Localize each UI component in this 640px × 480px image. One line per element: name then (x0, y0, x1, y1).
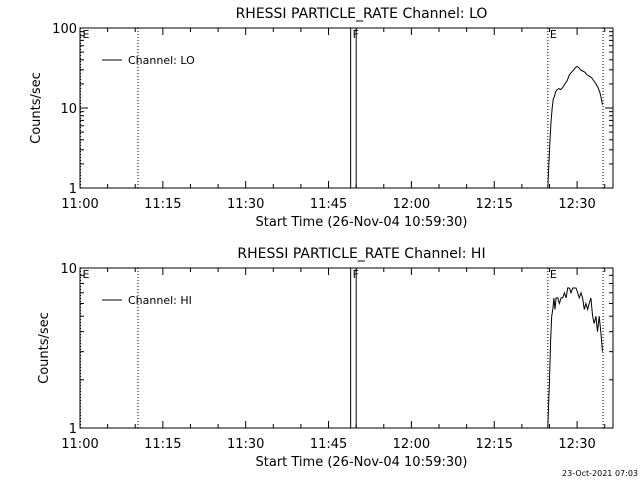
y-axis-label: Counts/sec (37, 312, 52, 384)
plot-frame (79, 267, 614, 429)
chart-title: RHESSI PARTICLE_RATE Channel: LO (236, 6, 488, 22)
x-tick-label: 12:30 (558, 197, 595, 212)
y-tick-label: 10 (60, 102, 77, 117)
x-tick-label: 12:00 (393, 437, 430, 452)
x-tick-label: 11:45 (310, 197, 347, 212)
x-tick-label: 11:45 (310, 437, 347, 452)
x-tick-label: 11:30 (227, 437, 264, 452)
x-axis-label: Start Time (26-Nov-04 10:59:30) (256, 215, 468, 230)
x-tick-label: 12:00 (393, 197, 430, 212)
series-line (547, 65, 603, 189)
legend-label: Channel: LO (128, 54, 195, 67)
lo-channel-panel: RHESSI PARTICLE_RATE Channel: LO 11:00 11:… (29, 6, 614, 230)
plot-frame (79, 27, 614, 189)
event-marker-label: E (83, 268, 90, 281)
x-axis-label: Start Time (26-Nov-04 10:59:30) (256, 455, 468, 470)
x-tick-label: 11:00 (61, 437, 98, 452)
x-tick-label: 12:15 (476, 197, 513, 212)
y-tick-label: 1 (69, 182, 77, 197)
event-marker-label: E (550, 268, 557, 281)
hi-channel-panel: RHESSI PARTICLE_RATE Channel: HI 11:00 11:… (37, 246, 614, 470)
chart-title: RHESSI PARTICLE_RATE Channel: HI (237, 246, 485, 262)
x-tick-label: 11:15 (144, 437, 181, 452)
generation-timestamp: 23-Oct-2021 07:03 (562, 469, 638, 478)
x-tick-label: 11:30 (227, 197, 264, 212)
x-tick-label: 12:15 (476, 437, 513, 452)
event-marker-label: E (550, 28, 557, 41)
y-tick-label: 10 (60, 262, 77, 277)
event-marker-label: E (83, 28, 90, 41)
series-line (547, 287, 603, 429)
x-tick-label: 12:30 (558, 437, 595, 452)
y-tick-label: 1 (69, 422, 77, 437)
legend-label: Channel: HI (128, 294, 192, 307)
x-tick-label: 11:15 (144, 197, 181, 212)
y-tick-label: 100 (52, 22, 77, 37)
y-axis-label: Counts/sec (29, 72, 44, 144)
x-tick-label: 11:00 (61, 197, 98, 212)
